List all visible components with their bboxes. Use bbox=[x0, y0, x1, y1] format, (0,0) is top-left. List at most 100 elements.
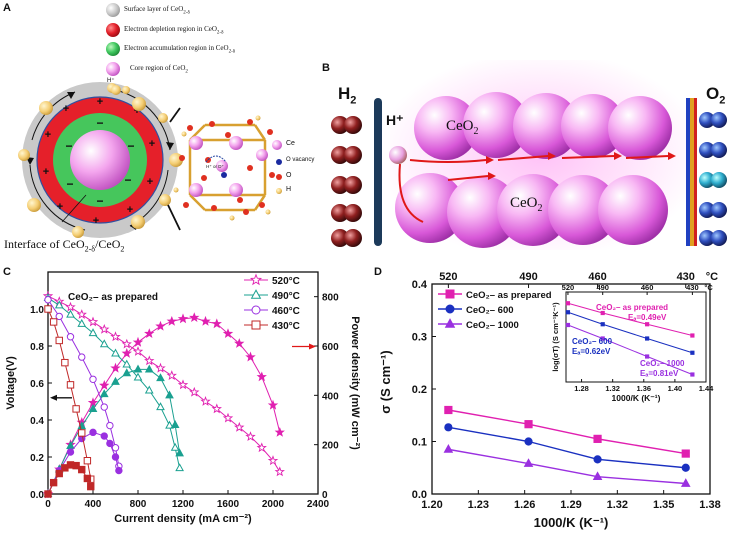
voltage-point bbox=[234, 421, 245, 432]
power-point bbox=[111, 453, 120, 461]
voltage-point bbox=[177, 379, 189, 390]
voltage-point bbox=[121, 338, 132, 349]
power-point bbox=[274, 426, 285, 437]
power-point bbox=[99, 389, 109, 398]
inset-x-axis-label: 1000/K (K⁻¹) bbox=[612, 393, 661, 403]
x-tick-label: 0 bbox=[45, 499, 51, 510]
x-tick-label: 800 bbox=[130, 499, 147, 510]
svg-text:+: + bbox=[43, 166, 49, 178]
power-point bbox=[88, 404, 98, 412]
y-right-tick-label: 600 bbox=[322, 342, 339, 353]
data-point bbox=[524, 437, 533, 446]
legend-depletion-region: Electron depletion region in CeO2-δ bbox=[124, 25, 224, 36]
voltage-point bbox=[175, 463, 184, 472]
power-point bbox=[78, 465, 86, 474]
power-point bbox=[83, 474, 92, 483]
voltage-point bbox=[78, 353, 86, 361]
panel-label-b: B bbox=[322, 62, 330, 74]
chart-d-svg: 1.20 1.23 1.26 1.29 1.32 1.35 1.38 0.0 0.1 0.2 0.3… bbox=[378, 271, 721, 530]
panel-a-legend bbox=[106, 3, 120, 76]
inset-point bbox=[600, 336, 605, 341]
y-axis-label: σ (S cm⁻¹) bbox=[378, 350, 393, 413]
y-left-tick-label: 0.2 bbox=[30, 453, 44, 464]
legend-marker bbox=[250, 289, 262, 299]
x-tick-label: 1.23 bbox=[468, 499, 489, 511]
data-point bbox=[444, 405, 453, 415]
data-point bbox=[523, 458, 534, 467]
voltage-point bbox=[83, 457, 92, 465]
legend-text: 490°C bbox=[272, 291, 300, 302]
chart-c-svg: 0 400 800 1200 1600 2000 24000.00.20.40.60.81.… bbox=[5, 271, 360, 525]
lattice-legend-h: H bbox=[286, 186, 292, 193]
power-point bbox=[156, 373, 165, 382]
legend-marker bbox=[445, 289, 455, 299]
panel-d: D 1.20 1.23 1.26 1.29 1.32 1.35 1.38 0.0 0.1 0.2 0… bbox=[368, 262, 738, 538]
series-CeO₂– as prepared: CeO₂– as prepared bbox=[438, 289, 690, 458]
voltage-point bbox=[89, 375, 97, 384]
voltage-point bbox=[99, 339, 109, 348]
power-point bbox=[115, 466, 123, 475]
inset-point bbox=[565, 310, 571, 315]
inset-top-tick-label: 460 bbox=[641, 283, 654, 292]
voltage-point bbox=[222, 412, 234, 423]
y-right-tick-label: 800 bbox=[322, 293, 339, 304]
power-point bbox=[89, 428, 97, 437]
inset-y-axis-label: log(σT) (S cm⁻¹K⁻¹) bbox=[551, 302, 560, 372]
svg-text:−: − bbox=[127, 139, 134, 153]
y-tick-label: 0.0 bbox=[412, 489, 427, 501]
x-tick-label: 1200 bbox=[172, 499, 195, 510]
power-line bbox=[47, 317, 281, 495]
voltage-point bbox=[245, 431, 256, 442]
inset-top-tick-label: 520 bbox=[562, 283, 575, 292]
hydrogen-molecules bbox=[331, 116, 362, 247]
x-tick-label: 400 bbox=[85, 499, 102, 510]
y-left-tick-label: 0.0 bbox=[30, 490, 44, 501]
inset-annotation-600: CeO₂– 600 bbox=[572, 337, 613, 346]
svg-text:+: + bbox=[97, 96, 103, 108]
proton-sphere bbox=[389, 146, 407, 164]
power-point bbox=[49, 478, 58, 487]
series-CeO₂– 1000: CeO₂– 1000 bbox=[438, 318, 691, 487]
series-CeO₂– 600: CeO₂– 600 bbox=[438, 304, 690, 472]
y-right-tick-label: 200 bbox=[322, 441, 339, 452]
svg-text:−: − bbox=[124, 173, 131, 187]
power-point bbox=[200, 315, 211, 326]
inset-frame bbox=[565, 291, 707, 383]
voltage-point bbox=[170, 442, 180, 451]
series-line bbox=[448, 409, 686, 455]
y-left-tick-label: 1.0 bbox=[30, 305, 44, 316]
x-tick-label: 1600 bbox=[217, 499, 240, 510]
ceo2-particles-bottom-row bbox=[395, 173, 668, 248]
power-point bbox=[166, 315, 177, 326]
power-point bbox=[155, 320, 166, 331]
lattice-legend-o: O bbox=[286, 172, 292, 179]
y-left-tick-label: 0.6 bbox=[30, 379, 44, 390]
x-axis-label: Current density (mA cm⁻²) bbox=[114, 513, 252, 525]
lattice-legend-ce: Ce bbox=[286, 140, 295, 147]
inset-x-tick-label: 1.28 bbox=[574, 384, 589, 393]
data-point bbox=[681, 463, 690, 472]
x-tick-label: 1.26 bbox=[514, 499, 535, 511]
hop-label: H⁺ or D⁺ bbox=[206, 164, 224, 169]
inset-x-tick-label: 1.36 bbox=[636, 384, 651, 393]
voltage-point bbox=[61, 358, 69, 367]
legend-marker bbox=[444, 318, 456, 328]
inset-fit-line bbox=[567, 324, 693, 375]
voltage-point bbox=[166, 370, 177, 381]
panel-label-c: C bbox=[3, 266, 11, 278]
data-point bbox=[680, 478, 691, 487]
voltage-point bbox=[88, 328, 98, 337]
voltage-point bbox=[49, 318, 58, 326]
data-point bbox=[592, 471, 603, 481]
inset-top-tick-label: 490 bbox=[596, 283, 609, 292]
legend-text: 460°C bbox=[272, 306, 300, 317]
legend-surface-layer: Surface layer of CeO2-δ bbox=[124, 5, 190, 16]
power-point bbox=[245, 351, 256, 362]
svg-text:+: + bbox=[57, 201, 63, 213]
y-right-axis-label: Power density (mW cm⁻²) bbox=[349, 316, 360, 450]
power-point bbox=[222, 328, 234, 339]
voltage-point bbox=[65, 301, 76, 312]
x-tick-label: 1.32 bbox=[607, 499, 628, 511]
proton-label: H⁺ bbox=[107, 78, 115, 84]
voltage-point bbox=[54, 300, 64, 309]
